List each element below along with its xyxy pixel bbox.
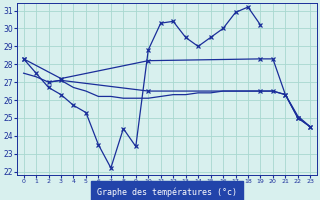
X-axis label: Graphe des températures (°c): Graphe des températures (°c) xyxy=(97,187,237,197)
